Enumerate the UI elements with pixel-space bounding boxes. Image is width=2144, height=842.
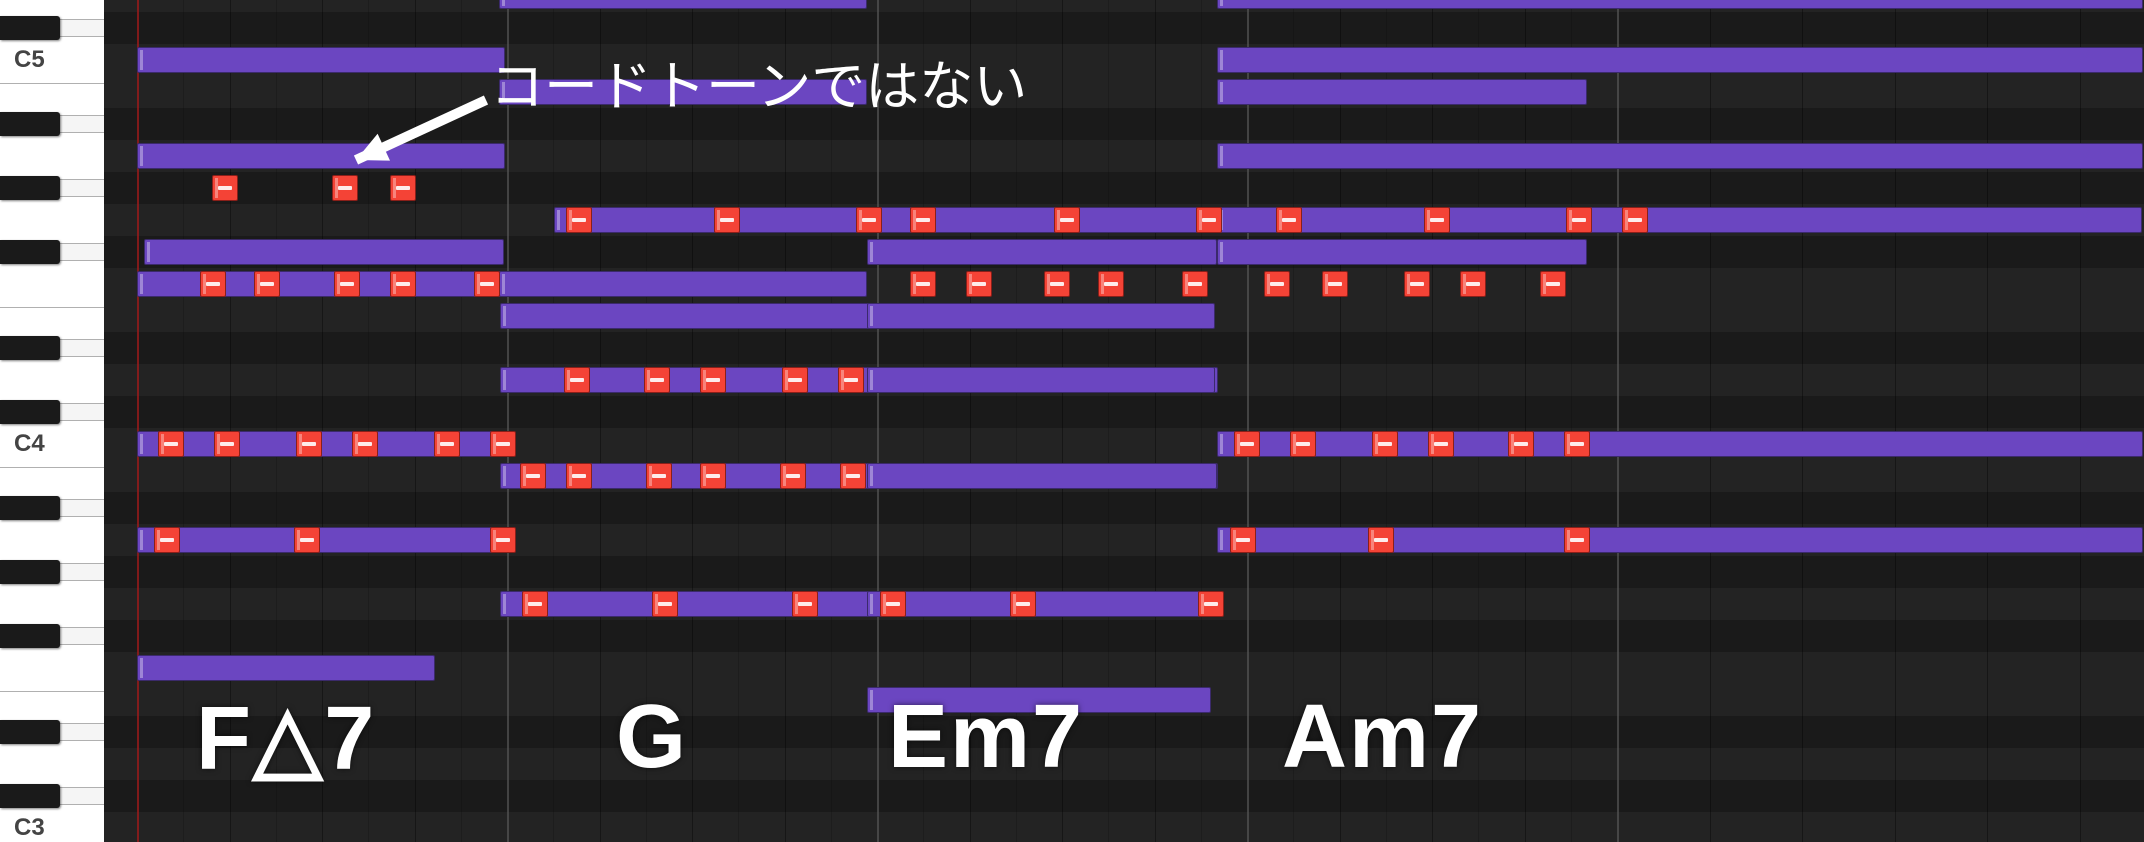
chord-label-1: F△7 [196, 686, 376, 791]
chord-label-4: Am7 [1282, 686, 1483, 789]
piano-roll-editor[interactable]: C3C4C5 コードトーンではない F△7 G Em7 Am7 [0, 0, 2144, 842]
chord-label-3: Em7 [888, 686, 1084, 789]
chord-label-2: G [616, 686, 688, 789]
